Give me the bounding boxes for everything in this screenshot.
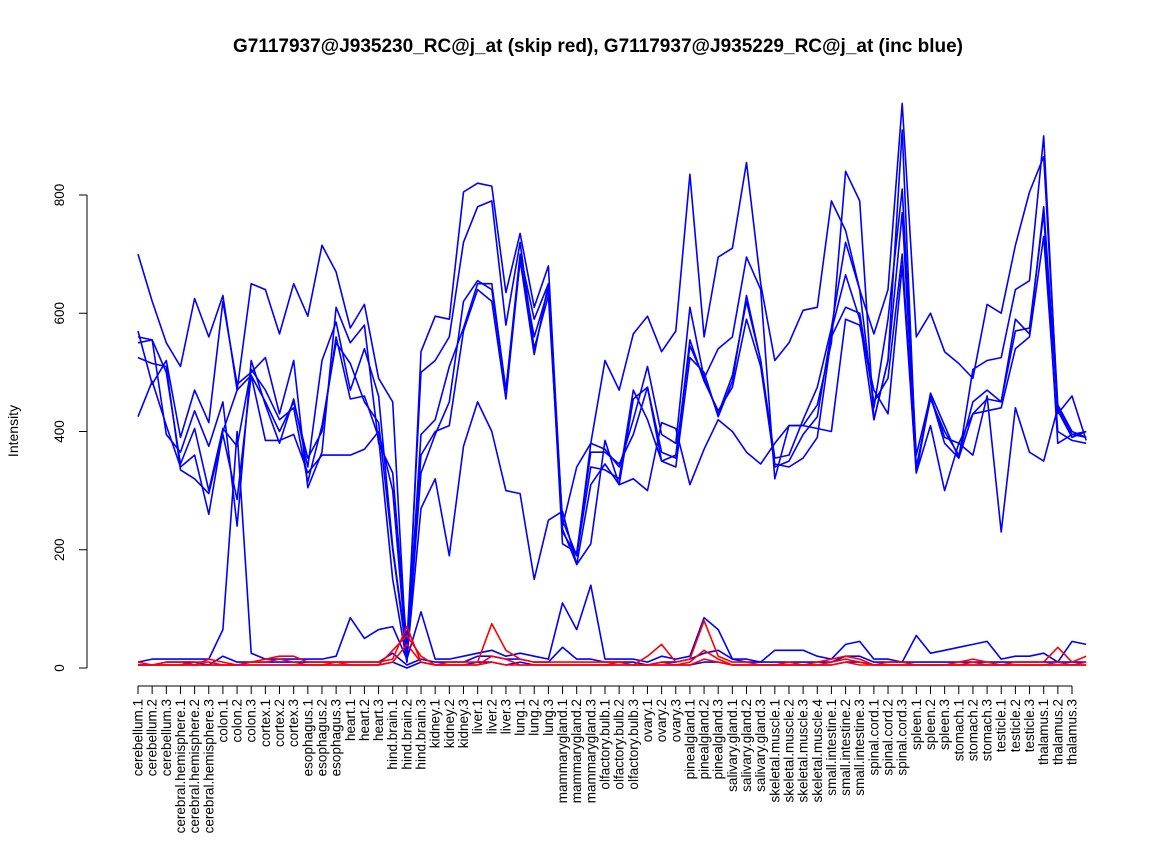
x-tick-label: skeletal.muscle.2 [781, 699, 796, 803]
x-tick-label: small.intestine.2 [838, 699, 853, 796]
series-line-blue-6 [137, 265, 1087, 660]
x-tick-label: liver.1 [470, 699, 485, 734]
x-tick-label: spinal.cord.2 [881, 699, 896, 776]
x-tick-label: olfactory.bulb.1 [598, 699, 613, 790]
x-tick-label: small.intestine.1 [824, 699, 839, 796]
y-tick-label: 400 [52, 420, 67, 443]
x-tick-label: ovary.1 [640, 699, 655, 742]
x-tick-label: mammarygland.3 [583, 699, 598, 803]
x-tick-label: thalamus.2 [1050, 699, 1065, 765]
x-tick-label: heart.3 [371, 699, 386, 741]
x-tick-label: mammarygland.1 [555, 699, 570, 803]
x-tick-label: olfactory.bulb.3 [626, 699, 641, 790]
x-tick-label: hind.brain.1 [385, 699, 400, 770]
x-tick-label: salivary.gland.2 [739, 699, 754, 792]
series-line-blue-2 [137, 129, 1087, 646]
x-tick-label: cerebellum.2 [145, 699, 160, 776]
x-tick-label: salivary.gland.1 [725, 699, 740, 792]
series-line-blue-5 [137, 235, 1087, 663]
x-tick-label: esophagus.1 [300, 699, 315, 776]
x-tick-label: testicle.2 [1008, 699, 1023, 752]
x-tick-label: spinal.cord.3 [895, 699, 910, 776]
x-tick-label: thalamus.3 [1065, 699, 1080, 765]
x-tick-label: colon.3 [244, 699, 259, 743]
x-tick-label: hind.brain.3 [414, 699, 429, 770]
x-tick-label: cerebral.hemisphere.1 [173, 699, 188, 833]
x-tick-label: cerebellum.1 [131, 699, 146, 776]
x-tick-label: pinealgland.1 [682, 699, 697, 779]
x-tick-label: kidney.3 [456, 699, 471, 748]
x-tick-label: lung.2 [527, 699, 542, 736]
x-tick-label: skeletal.muscle.1 [767, 699, 782, 803]
x-tick-label: stomach.2 [965, 699, 980, 761]
y-tick-label: 200 [52, 538, 67, 561]
x-tick-label: skeletal.muscle.3 [796, 699, 811, 803]
x-tick-label: olfactory.bulb.2 [612, 699, 627, 790]
y-axis: 0 200 400 600 800 [52, 184, 88, 672]
x-tick-label: mammarygland.2 [569, 699, 584, 803]
x-tick-label: heart.2 [357, 699, 372, 741]
x-tick-label: spleen.2 [923, 699, 938, 750]
x-tick-label: stomach.3 [980, 699, 995, 761]
y-tick-label: 600 [52, 302, 67, 325]
x-tick-label: cortex.1 [258, 699, 273, 747]
x-tick-label: stomach.1 [951, 699, 966, 761]
x-tick-label: lung.1 [513, 699, 528, 736]
y-tick-label: 800 [52, 184, 67, 207]
x-tick-label: salivary.gland.3 [753, 699, 768, 792]
x-tick-label: ovary.3 [668, 699, 683, 742]
x-tick-label: thalamus.1 [1036, 699, 1051, 765]
y-tick-label: 0 [52, 664, 67, 672]
x-tick-label: skeletal.muscle.4 [810, 699, 825, 803]
chart-title: G7117937@J935230_RC@j_at (skip red), G71… [233, 36, 963, 57]
series-line-blue-7 [137, 430, 1087, 663]
series-line-blue-1 [137, 102, 1087, 663]
x-tick-label: kidney.1 [428, 699, 443, 748]
x-tick-label: colon.1 [215, 699, 230, 743]
series-layer [137, 102, 1087, 669]
x-tick-label: small.intestine.3 [852, 699, 867, 796]
x-tick-label: esophagus.3 [329, 699, 344, 776]
x-tick-label: liver.2 [484, 699, 499, 734]
x-tick-label: cortex.3 [286, 699, 301, 747]
x-axis: cerebellum.1 cerebellum.2 cerebellum.3 cere… [131, 685, 1080, 833]
x-tick-label: colon.2 [230, 699, 245, 743]
x-tick-label: testicle.1 [994, 699, 1009, 752]
series-line-red-12 [138, 643, 1087, 666]
x-tick-label: liver.3 [498, 699, 513, 734]
x-tick-label: lung.3 [541, 699, 556, 736]
x-tick-label: heart.1 [343, 699, 358, 741]
x-tick-label: testicle.3 [1022, 699, 1037, 752]
x-tick-label: pinealgland.2 [697, 699, 712, 779]
x-tick-label: cerebral.hemisphere.2 [187, 699, 202, 833]
x-tick-label: cortex.2 [272, 699, 287, 747]
x-tick-label: esophagus.2 [314, 699, 329, 776]
y-axis-label: Intensity [5, 405, 21, 457]
x-tick-label: spinal.cord.1 [866, 699, 881, 776]
x-tick-label: kidney.2 [442, 699, 457, 748]
x-tick-label: cerebellum.3 [159, 699, 174, 776]
x-tick-label: spleen.1 [909, 699, 924, 750]
x-tick-label: hind.brain.2 [399, 699, 414, 770]
x-tick-label: spleen.3 [937, 699, 952, 750]
x-tick-label: pinealgland.3 [711, 699, 726, 779]
x-tick-label: ovary.2 [654, 699, 669, 742]
series-line-blue-3 [137, 188, 1087, 655]
x-tick-label: cerebral.hemisphere.3 [201, 699, 216, 833]
